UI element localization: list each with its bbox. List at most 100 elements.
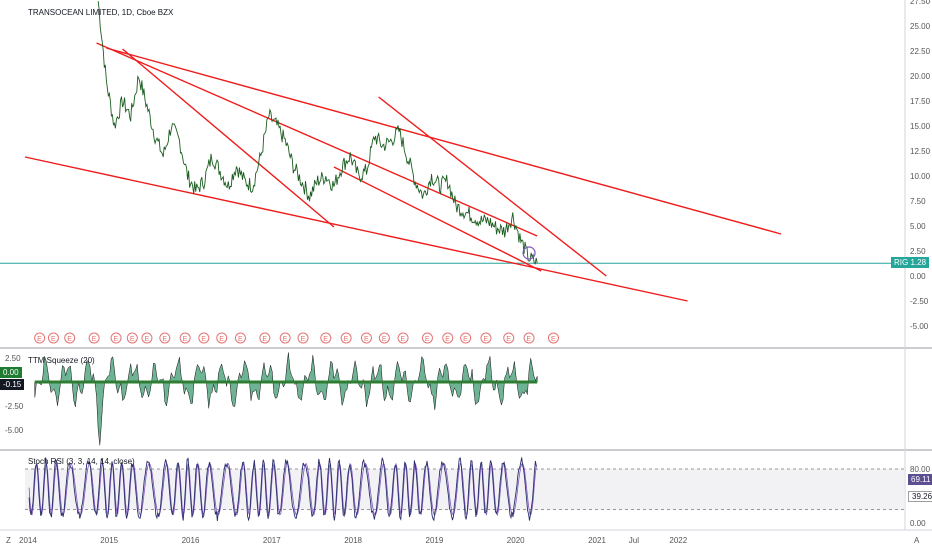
- time-tick-label-7: 2021: [588, 536, 606, 545]
- earnings-marker-20: [421, 332, 433, 344]
- earnings-marker-label-3: E: [92, 336, 97, 343]
- earnings-marker-label-24: E: [506, 336, 511, 343]
- squeeze-title: TTM Squeeze (20): [28, 356, 95, 365]
- earnings-marker-0: [34, 332, 46, 344]
- earnings-marker-2: [64, 332, 76, 344]
- earnings-marker-label-0: E: [37, 336, 42, 343]
- price-tick-label-11: 0.00: [910, 272, 926, 281]
- price-tick-label-3: 20.00: [910, 72, 931, 81]
- earnings-marker-label-21: E: [445, 336, 450, 343]
- earnings-marker-label-19: E: [401, 336, 406, 343]
- squeeze-tick-label-0: 2.50: [5, 354, 21, 363]
- earnings-marker-4: [110, 332, 122, 344]
- price-tick-label-6: 12.50: [910, 147, 931, 156]
- squeeze-histogram: [34, 352, 538, 446]
- time-tick-label-1: 2015: [100, 536, 118, 545]
- earnings-marker-label-11: E: [238, 336, 243, 343]
- earnings-marker-5: [126, 332, 138, 344]
- time-tick-label-5: 2019: [426, 536, 444, 545]
- price-tick-label-13: -5.00: [910, 322, 929, 331]
- earnings-marker-label-1: E: [51, 336, 56, 343]
- time-tick-label-2: 2016: [182, 536, 200, 545]
- earnings-marker-label-6: E: [144, 336, 149, 343]
- earnings-marker-21: [442, 332, 454, 344]
- earnings-marker-17: [360, 332, 372, 344]
- corner-left-label: Z: [6, 536, 11, 545]
- stoch-tick-label-0: 80.00: [910, 465, 931, 474]
- earnings-marker-8: [179, 332, 191, 344]
- earnings-marker-15: [320, 332, 332, 344]
- price-tick-label-2: 22.50: [910, 47, 931, 56]
- last-price-label: 1.28: [910, 258, 927, 267]
- earnings-marker-label-9: E: [201, 336, 206, 343]
- earnings-marker-18: [378, 332, 390, 344]
- earnings-marker-label-2: E: [67, 336, 72, 343]
- stoch-k-value-tag: 69.11: [908, 474, 932, 485]
- earnings-marker-16: [340, 332, 352, 344]
- earnings-marker-label-14: E: [301, 336, 306, 343]
- earnings-marker-label-25: E: [527, 336, 532, 343]
- earnings-marker-13: [279, 332, 291, 344]
- earnings-marker-24: [503, 332, 515, 344]
- earnings-marker-23: [480, 332, 492, 344]
- earnings-marker-26: [547, 332, 559, 344]
- earnings-marker-label-15: E: [323, 336, 328, 343]
- corner-right-label: A: [914, 536, 920, 545]
- earnings-marker-label-5: E: [130, 336, 135, 343]
- squeeze-tick-label-2: -5.00: [5, 426, 24, 435]
- price-tick-label-0: 27.50: [910, 0, 931, 6]
- earnings-marker-label-16: E: [344, 336, 349, 343]
- price-tick-label-12: -2.50: [910, 297, 929, 306]
- earnings-marker-10: [216, 332, 228, 344]
- earnings-marker-9: [198, 332, 210, 344]
- earnings-marker-1: [47, 332, 59, 344]
- earnings-marker-label-22: E: [463, 336, 468, 343]
- earnings-marker-19: [397, 332, 409, 344]
- squeeze-value-tag-top: 0.00: [0, 367, 22, 378]
- trendline-0: [96, 42, 538, 237]
- squeeze-value-tag-bottom: -0.15: [0, 379, 25, 390]
- time-tick-label-3: 2017: [263, 536, 281, 545]
- earnings-marker-14: [297, 332, 309, 344]
- squeeze-tick-label-1: -2.50: [5, 402, 24, 411]
- price-tick-label-7: 10.00: [910, 172, 931, 181]
- earnings-marker-label-10: E: [219, 336, 224, 343]
- trendline-3: [378, 96, 607, 277]
- earnings-marker-label-20: E: [425, 336, 430, 343]
- time-tick-label-4: 2018: [344, 536, 362, 545]
- stoch-title: Stoch RSI (3, 3, 14, 14, close): [28, 457, 135, 466]
- price-tick-label-8: 7.50: [910, 197, 926, 206]
- price-tick-label-4: 17.50: [910, 97, 931, 106]
- earnings-marker-label-17: E: [364, 336, 369, 343]
- earnings-marker-12: [259, 332, 271, 344]
- symbol-label: RIG: [894, 258, 909, 267]
- highlight-circle: [522, 246, 536, 260]
- earnings-marker-label-7: E: [162, 336, 167, 343]
- trendline-1: [122, 48, 335, 228]
- price-tick-label-1: 25.00: [910, 22, 931, 31]
- price-tick-label-9: 5.00: [910, 222, 926, 231]
- trendline-2: [24, 156, 688, 302]
- price-tick-label-10: 2.50: [910, 247, 926, 256]
- time-tick-label-9: 2022: [669, 536, 687, 545]
- time-tick-label-0: 2014: [19, 536, 37, 545]
- time-tick-label-8: Jul: [629, 536, 639, 545]
- price-chart-title: TRANSOCEAN LIMITED, 1D, Cboe BZX: [28, 8, 174, 17]
- stoch-d-value-tag: 39.26: [908, 491, 932, 502]
- earnings-marker-11: [234, 332, 246, 344]
- earnings-marker-3: [88, 332, 100, 344]
- time-tick-label-6: 2020: [507, 536, 525, 545]
- price-series-line: [97, 1, 538, 265]
- earnings-marker-label-26: E: [551, 336, 556, 343]
- earnings-marker-7: [159, 332, 171, 344]
- earnings-marker-22: [460, 332, 472, 344]
- trendline-4: [106, 47, 782, 235]
- earnings-marker-label-18: E: [382, 336, 387, 343]
- price-tick-label-5: 15.00: [910, 122, 931, 131]
- stoch-tick-label-1: 0.00: [910, 519, 926, 528]
- earnings-marker-25: [523, 332, 535, 344]
- earnings-marker-label-13: E: [283, 336, 288, 343]
- earnings-marker-6: [141, 332, 153, 344]
